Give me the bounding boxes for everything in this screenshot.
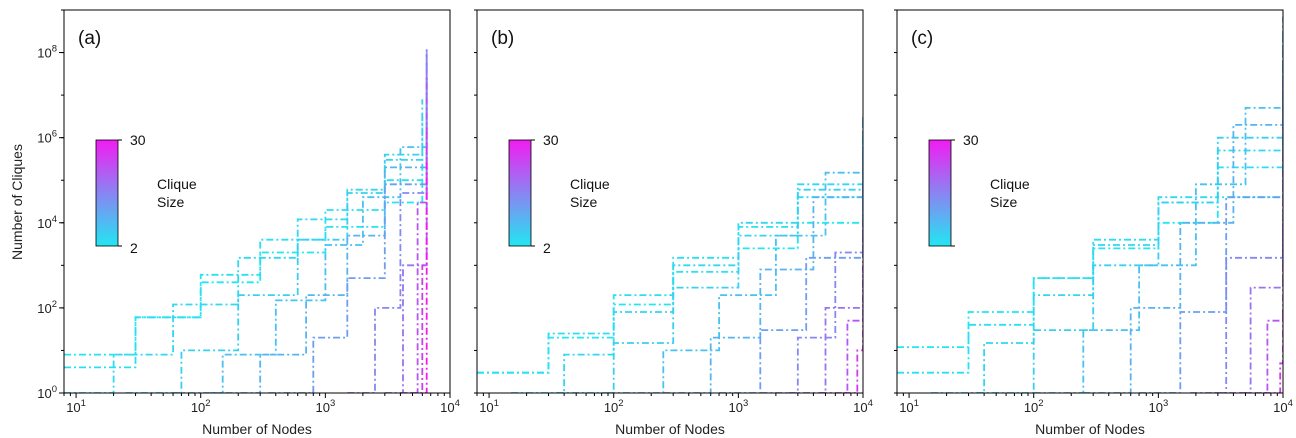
x-tick-label: 104 (1273, 398, 1293, 415)
y-axis-title: Number of Cliques (9, 144, 25, 260)
series-line-k2 (897, 167, 1283, 348)
x-tick-label: 103 (1148, 398, 1168, 415)
series-line-k9 (210, 62, 428, 393)
series-group (897, 16, 1283, 393)
y-tick-label: 102 (37, 299, 57, 316)
series-line-k15 (1190, 82, 1283, 393)
series-line-k15 (347, 49, 428, 393)
series-line-k26 (1263, 307, 1283, 393)
colorbar-max-label: 30 (130, 132, 146, 148)
series-line-k4 (931, 99, 1283, 393)
colorbar-title: Clique (570, 176, 610, 192)
series-line-k7 (608, 117, 863, 393)
y-tick-label: 100 (37, 384, 57, 401)
x-tick-label: 102 (1024, 398, 1044, 415)
series-line-k3 (897, 130, 1283, 374)
series-line-k18 (1214, 150, 1283, 393)
chart-panel-c: 101 102 103 104 Number of Nodes (c) 30 Clique Si… (894, 9, 1293, 437)
x-tick-label: 101 (66, 398, 86, 415)
plot-frame (896, 9, 1284, 394)
x-axis-title: Number of Nodes (202, 421, 312, 437)
colorbar (928, 139, 952, 247)
series-line-k2 (477, 197, 863, 374)
colorbar-max-label: 30 (963, 132, 979, 148)
colorbar-min-label: 2 (543, 240, 551, 256)
series-line-k12 (1139, 39, 1283, 393)
series-line-k5 (556, 130, 863, 393)
series-line-k4 (511, 141, 863, 393)
plot-frame (476, 9, 864, 394)
colorbar-title: Clique (157, 176, 197, 192)
x-tick-label: 104 (440, 398, 460, 415)
series-line-k22 (400, 74, 428, 393)
y-tick-label: 104 (37, 214, 57, 231)
series-line-k22 (1239, 222, 1283, 393)
series-line-k30 (425, 159, 428, 393)
colorbar-title: Clique (990, 176, 1030, 192)
colorbar (508, 139, 532, 247)
series-line-k7 (1033, 32, 1283, 393)
y-tick-label: 106 (37, 129, 57, 146)
panel-label: (b) (491, 28, 514, 49)
series-line-k9 (1083, 16, 1283, 393)
series-line-k12 (268, 52, 428, 393)
x-tick-label: 104 (853, 398, 873, 415)
y-tick-label: 108 (37, 44, 57, 61)
panel-label: (c) (911, 28, 933, 49)
series-line-k26 (843, 317, 863, 393)
series-group (64, 49, 428, 393)
chart-panel-a: 101 102 103 104 100 102 104 106 108 Number of Nod… (37, 9, 460, 437)
x-tick-label: 101 (479, 398, 499, 415)
x-axis-title: Number of Nodes (615, 421, 725, 437)
series-line-k15 (760, 180, 863, 393)
x-tick-label: 103 (728, 398, 748, 415)
series-line-k9 (663, 117, 863, 393)
series-line-k18 (384, 54, 428, 393)
chart-panel-b: 101 102 103 104 Number of Nodes (b) 30 2 Clique S… (474, 9, 873, 437)
series-line-k18 (788, 222, 863, 393)
x-tick-label: 101 (899, 398, 919, 415)
colorbar-title: Size (157, 194, 184, 210)
x-axis-title: Number of Nodes (1035, 421, 1145, 437)
series-line-k7 (173, 82, 428, 393)
series-line-k5 (125, 99, 424, 393)
x-tick-label: 102 (604, 398, 624, 415)
colorbar-min-label: 2 (130, 240, 138, 256)
colorbar (95, 139, 119, 247)
x-tick-label: 103 (315, 398, 335, 415)
colorbar-max-label: 30 (543, 132, 559, 148)
plot-frame (63, 9, 451, 394)
colorbar-title: Size (570, 194, 597, 210)
panel-label: (a) (78, 28, 101, 49)
chart-panels: 101 102 103 104 100 102 104 106 108 Number of Nod… (37, 9, 1293, 437)
x-tick-label: 102 (191, 398, 211, 415)
series-line-k3 (64, 150, 424, 369)
series-group (477, 117, 863, 393)
colorbar-title: Size (990, 194, 1017, 210)
series-line-k12 (719, 150, 863, 393)
